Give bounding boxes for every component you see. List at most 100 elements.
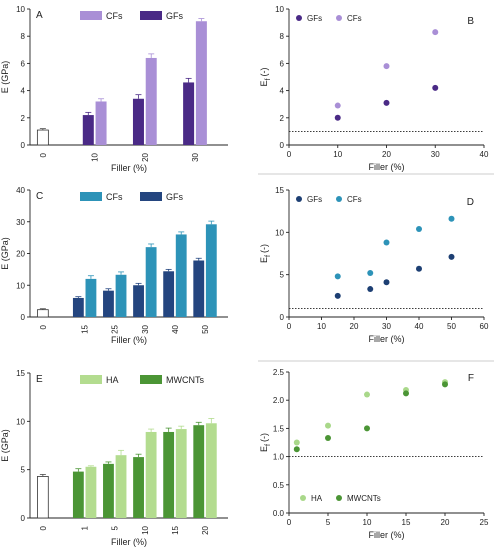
point-gfs (416, 265, 422, 272)
y-tick-label: 1.5 (273, 424, 285, 433)
y-tick-label: 10 (275, 5, 284, 14)
bar-ha (175, 429, 187, 518)
y-axis-label-subscript: f (265, 78, 272, 80)
legend-marker-gfs (296, 15, 302, 21)
point-gfs (383, 279, 390, 286)
point-gfs (383, 99, 390, 106)
y-tick-label: 4 (21, 87, 26, 96)
x-tick-label: 15 (402, 518, 411, 527)
x-tick-label: 40 (171, 324, 180, 333)
point-cfs (383, 63, 390, 70)
y-tick-label: 0 (21, 313, 26, 322)
y-axis-label-unit: (-) (259, 244, 269, 253)
x-tick-label: 25 (480, 518, 489, 527)
x-tick-label: 0 (39, 152, 48, 157)
y-tick-label: 8 (21, 32, 26, 41)
legend-swatch-gfs (140, 11, 162, 20)
bar-ha (205, 423, 217, 518)
panel-f-scatter-chart: 0.0 0.5 1.0 1.5 2.0 2.5 0 5 10 15 20 25 Filler (%) Ef… (259, 368, 489, 540)
bar-mwcnts (103, 463, 114, 518)
x-tick-label: 25 (111, 324, 120, 333)
y-tick-label: 0.5 (273, 481, 285, 490)
control-bar (37, 309, 49, 318)
point-cfs (432, 29, 439, 36)
y-tick-label: 10 (16, 417, 25, 426)
x-tick-label: 0 (287, 150, 292, 159)
legend-label: HA (106, 375, 119, 385)
point-cfs (448, 215, 455, 222)
legend-swatch-ha (80, 375, 102, 384)
bar-gfs (132, 98, 144, 145)
x-axis-label: Filler (%) (111, 163, 147, 173)
y-axis-label: Ef(-) (259, 244, 272, 263)
point-gfs (448, 253, 455, 260)
y-tick-label: 1.0 (273, 453, 285, 462)
point-ha (293, 439, 300, 446)
legend-swatch-gfs (140, 192, 162, 201)
y-axis-label: E (GPa) (0, 429, 10, 462)
bar-cfs (145, 57, 157, 145)
x-axis-label: Filler (%) (369, 334, 405, 344)
panel-label: D (467, 197, 474, 208)
legend-marker-cfs (336, 196, 342, 202)
bar-gfs (82, 115, 94, 145)
bar-cfs (175, 234, 187, 317)
x-tick-label: 20 (441, 518, 450, 527)
x-axis-label: Filler (%) (111, 537, 147, 547)
y-tick-label: 0.0 (273, 509, 285, 518)
x-axis-label: Filler (%) (369, 530, 405, 540)
legend-label: CFs (106, 192, 123, 202)
panel-c-bar-chart: 0 10 20 30 40 0 15 25 30 40 50 Filler (%) E (GPa) C CF… (0, 186, 228, 345)
y-axis-label: Ef(-) (259, 433, 272, 452)
panel-label: F (468, 373, 474, 384)
legend-label: GFs (307, 14, 322, 23)
bar-ha (145, 431, 157, 518)
y-tick-label: 30 (16, 218, 25, 227)
y-tick-label: 4 (280, 87, 285, 96)
point-gfs (334, 292, 341, 299)
x-tick-label: 0 (287, 518, 292, 527)
point-cfs (416, 225, 422, 232)
legend-label: GFs (307, 195, 322, 204)
panel-b-scatter-chart: 0 2 4 6 8 10 0 10 20 30 40 Filler (%) Ef(-) B GFs CFs (259, 5, 489, 172)
y-axis-label: E (GPa) (0, 237, 10, 270)
bar-gfs (163, 271, 175, 317)
legend-label: GFs (166, 11, 183, 21)
legend-label: CFs (347, 195, 362, 204)
point-cfs (334, 273, 341, 280)
y-axis-label: E (GPa) (0, 61, 10, 94)
point-gfs (334, 114, 341, 121)
x-tick-label: 5 (326, 518, 331, 527)
y-tick-label: 0 (21, 514, 26, 523)
x-axis-label: Filler (%) (369, 162, 405, 172)
point-cfs (334, 102, 341, 109)
bar-cfs (145, 247, 157, 317)
x-tick-label: 20 (141, 152, 150, 161)
point-mwcnts (364, 425, 370, 432)
legend-label: HA (311, 494, 323, 503)
bar-cfs (95, 101, 107, 145)
y-tick-label: 8 (280, 32, 285, 41)
y-axis-label: Ef(-) (259, 68, 272, 87)
x-tick-label: 10 (141, 525, 150, 534)
x-tick-label: 30 (431, 150, 440, 159)
point-gfs (367, 286, 374, 293)
x-tick-label: 30 (382, 322, 391, 331)
x-tick-label: 60 (480, 322, 489, 331)
x-tick-label: 20 (201, 525, 210, 534)
y-axis-label-unit: (-) (259, 68, 269, 77)
point-mwcnts (442, 381, 448, 388)
panel-a-bar-chart: 0 2 4 6 8 10 0 10 20 30 Filler (%) E (GPa) A CFs GFs (0, 5, 228, 173)
legend-swatch-mwcnts (140, 375, 162, 384)
y-tick-label: 6 (21, 59, 26, 68)
point-ha (325, 422, 331, 429)
y-axis-label-main: E (259, 446, 269, 452)
point-mwcnts (325, 434, 331, 441)
y-tick-label: 20 (16, 250, 25, 259)
legend-marker-cfs (336, 15, 342, 21)
y-tick-label: 0 (280, 313, 285, 322)
panel-label: C (36, 191, 43, 202)
legend-marker-mwcnts (336, 495, 342, 501)
point-gfs (432, 84, 439, 91)
